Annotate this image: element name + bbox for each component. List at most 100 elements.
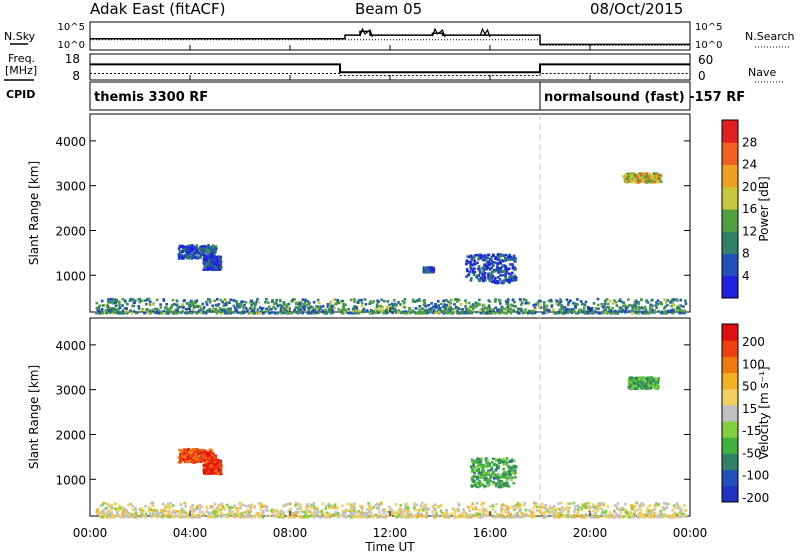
heatmap-cell xyxy=(237,306,240,309)
heatmap-cell xyxy=(203,453,206,456)
heatmap-cell xyxy=(641,385,644,388)
heatmap-cell xyxy=(472,305,475,308)
heatmap-cell xyxy=(615,311,619,315)
heatmap-cell xyxy=(177,257,181,260)
heatmap-cell xyxy=(178,515,181,518)
heatmap-cell xyxy=(190,449,194,452)
heatmap-cell xyxy=(359,504,362,508)
heatmap-cell xyxy=(345,515,349,519)
heatmap-cell xyxy=(603,300,607,304)
heatmap-cell xyxy=(281,310,284,314)
heatmap-cell xyxy=(399,507,402,511)
heatmap-cell xyxy=(280,509,283,513)
heatmap-cell xyxy=(206,256,209,259)
heatmap-cell xyxy=(189,304,192,308)
nave-series xyxy=(90,73,690,77)
heatmap-cell xyxy=(560,515,563,519)
heatmap-cell xyxy=(484,458,488,461)
heatmap-cell xyxy=(357,299,361,302)
heatmap-cell xyxy=(183,501,186,505)
heatmap-cell xyxy=(490,311,494,315)
heatmap-cell xyxy=(290,299,294,303)
heatmap-cell xyxy=(505,462,509,465)
heatmap-cell xyxy=(425,308,429,312)
heatmap-cell xyxy=(166,514,169,517)
heatmap-cell xyxy=(635,380,639,384)
heatmap-cell xyxy=(451,307,455,311)
heatmap-cell xyxy=(209,464,213,467)
heatmap-cell xyxy=(218,508,221,511)
heatmap-cell xyxy=(205,245,209,249)
heatmap-cell xyxy=(105,502,108,505)
heatmap-cell xyxy=(593,516,596,519)
heatmap-cell xyxy=(207,470,211,473)
heatmap-cell xyxy=(513,459,516,463)
heatmap-cell xyxy=(374,311,378,314)
heatmap-cell xyxy=(413,310,416,314)
heatmap-cell xyxy=(673,504,676,508)
heatmap-cell xyxy=(580,515,584,519)
heatmap-cell xyxy=(512,254,516,258)
radar-title: Adak East (fitACF) xyxy=(90,0,226,18)
heatmap-cell xyxy=(154,311,157,314)
heatmap-cell xyxy=(105,506,108,510)
heatmap-cell xyxy=(179,245,183,249)
heatmap-cell xyxy=(424,506,427,510)
heatmap-cell xyxy=(137,305,140,308)
heatmap-cell xyxy=(474,301,478,305)
heatmap-cell xyxy=(220,515,223,519)
heatmap-cell xyxy=(296,507,299,511)
heatmap-cell xyxy=(543,308,546,312)
heatmap-cell xyxy=(422,299,425,303)
heatmap-cell xyxy=(497,466,500,469)
heatmap-cell xyxy=(411,298,415,302)
heatmap-cell xyxy=(95,311,98,315)
heatmap-cell xyxy=(542,311,546,314)
nave-axis-top-label: 60 xyxy=(698,53,713,67)
heatmap-cell xyxy=(477,302,480,305)
heatmap-cell xyxy=(321,502,325,506)
heatmap-cell xyxy=(360,301,364,305)
heatmap-cell xyxy=(492,474,496,478)
heatmap-cell xyxy=(232,304,236,308)
heatmap-cell xyxy=(385,311,388,315)
heatmap-cell xyxy=(184,454,188,458)
heatmap-cell xyxy=(536,505,539,508)
heatmap-cell xyxy=(481,273,484,276)
heatmap-cell xyxy=(558,513,561,517)
heatmap-cell xyxy=(214,463,218,466)
heatmap-cell xyxy=(214,469,218,473)
heatmap-cell xyxy=(258,306,262,309)
heatmap-cell xyxy=(337,301,340,305)
heatmap-cell xyxy=(276,304,280,308)
heatmap-cell xyxy=(303,302,306,305)
heatmap-cell xyxy=(516,311,520,314)
heatmap-cell xyxy=(217,459,220,462)
heatmap-cell xyxy=(219,298,223,302)
heatmap-cell xyxy=(523,514,527,518)
heatmap-cell xyxy=(485,267,489,271)
heatmap-cell xyxy=(630,177,634,180)
heatmap-cell xyxy=(631,383,635,387)
heatmap-cell xyxy=(395,516,398,519)
heatmap-cell xyxy=(479,253,482,257)
heatmap-cell xyxy=(630,309,634,313)
heatmap-cell xyxy=(561,514,564,517)
heatmap-cell xyxy=(516,502,520,505)
heatmap-cell xyxy=(425,513,428,517)
heatmap-cell xyxy=(568,506,571,510)
heatmap-cell xyxy=(478,298,481,302)
heatmap-cell xyxy=(212,266,215,269)
heatmap-cell xyxy=(368,505,371,508)
heatmap-cell xyxy=(565,309,569,313)
heatmap-cell xyxy=(246,308,249,312)
heatmap-cell xyxy=(208,250,212,254)
heatmap-cell xyxy=(224,299,228,303)
heatmap-cell xyxy=(492,308,495,312)
heatmap-cell xyxy=(112,310,115,314)
heatmap-cell xyxy=(292,309,296,313)
heatmap-cell xyxy=(183,299,186,302)
heatmap-cell xyxy=(492,269,496,272)
heatmap-cell xyxy=(194,448,197,451)
heatmap-cell xyxy=(478,473,482,476)
